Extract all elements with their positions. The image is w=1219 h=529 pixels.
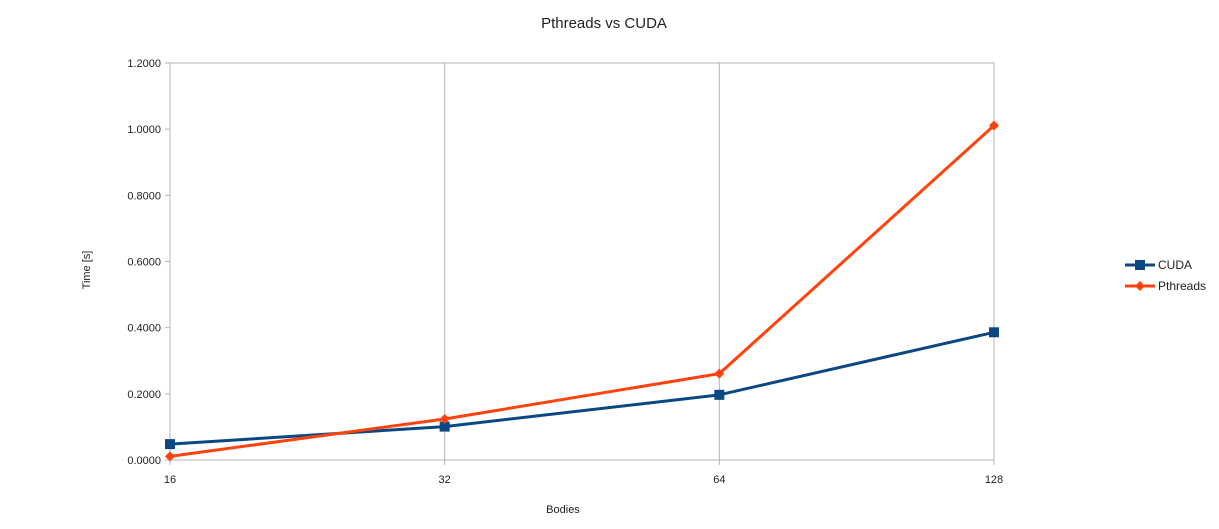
- y-axis-label: Time [s]: [81, 251, 93, 290]
- x-tick-label: 16: [164, 474, 176, 486]
- x-tick-label: 64: [713, 474, 725, 486]
- chart-title: Pthreads vs CUDA: [541, 15, 667, 32]
- cuda-point: [165, 439, 175, 450]
- y-tick-label: 1.0000: [127, 124, 161, 136]
- series-group: [165, 120, 999, 462]
- y-tick-label: 0.4000: [127, 323, 161, 335]
- series-pthreads: [165, 120, 999, 462]
- legend-label-pthreads: Pthreads: [1158, 279, 1206, 293]
- cuda-point: [714, 389, 725, 400]
- legend: CUDA Pthreads: [1125, 258, 1206, 293]
- y-tick-label: 0.0000: [127, 455, 161, 467]
- legend-marker-cuda: [1135, 260, 1145, 270]
- cuda-point: [989, 327, 999, 338]
- y-tick-label: 1.2000: [127, 58, 161, 70]
- y-tick-label: 0.6000: [127, 257, 161, 269]
- pthreads-point: [989, 120, 999, 131]
- legend-item-pthreads: Pthreads: [1125, 279, 1206, 293]
- cuda-line: [169, 330, 995, 446]
- plot-border: [169, 62, 995, 461]
- pthreads-point: [439, 413, 450, 424]
- x-tick-label: 128: [985, 474, 1003, 486]
- legend-label-cuda: CUDA: [1158, 258, 1192, 272]
- series-cuda: [165, 327, 999, 450]
- cuda-point: [439, 421, 450, 432]
- pthreads-point: [165, 451, 175, 462]
- x-axis-ticks: 16 32 64 128: [164, 460, 1003, 486]
- legend-marker-pthreads: [1135, 281, 1145, 291]
- y-axis-ticks: 0.0000 0.2000 0.4000 0.6000 0.8000 1.0000 1.20…: [127, 58, 170, 467]
- x-axis-label: Bodies: [546, 504, 580, 516]
- pthreads-point: [714, 368, 725, 379]
- y-tick-label: 0.8000: [127, 190, 161, 202]
- pthreads-line: [169, 124, 996, 458]
- y-tick-label: 0.2000: [127, 389, 161, 401]
- x-tick-label: 32: [439, 474, 451, 486]
- plot-area: [169, 62, 995, 461]
- legend-item-cuda: CUDA: [1125, 258, 1192, 272]
